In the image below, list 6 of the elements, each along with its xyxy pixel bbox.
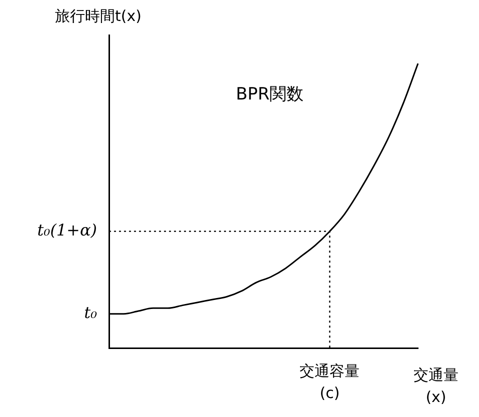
ref-line-label: t₀(1+α)	[37, 220, 97, 240]
text: t₀	[84, 303, 98, 322]
text: 交通容量 (c)	[300, 362, 360, 402]
x-axis-title: 交通量 (x)	[414, 366, 458, 406]
y-axis-title: 旅行時間t(x)	[55, 6, 142, 25]
annotation: BPR関数	[236, 84, 304, 104]
